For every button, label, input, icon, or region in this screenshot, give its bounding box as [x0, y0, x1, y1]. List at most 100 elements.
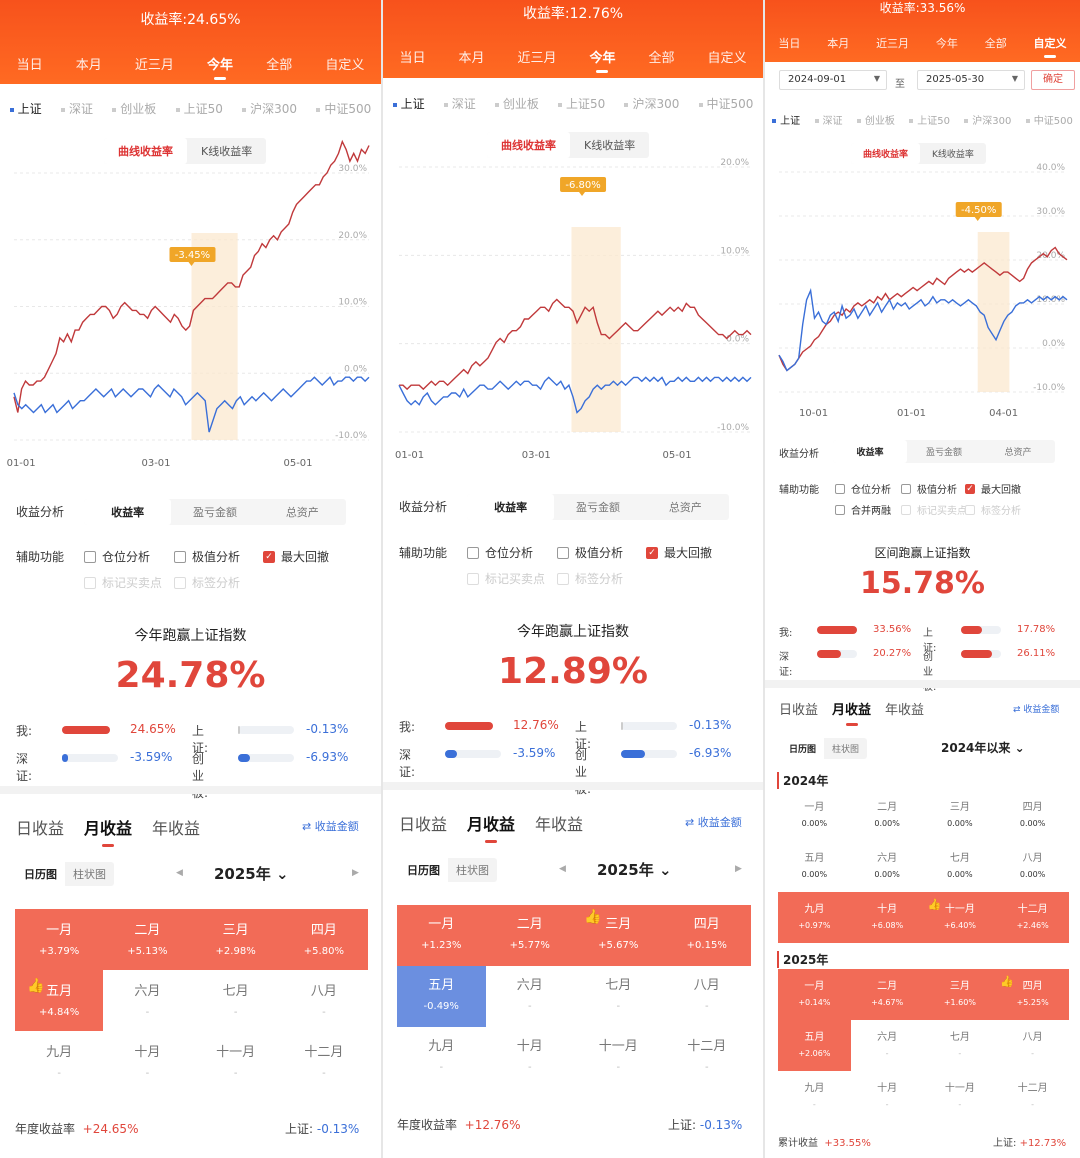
index-sz[interactable]: 深证: [444, 95, 476, 112]
index-sh[interactable]: 上证: [393, 95, 425, 112]
return-chart[interactable]: 40.0% 30.0% 20.0% 10.0% 0.0% -10.0% -4.50% 10-0…: [778, 163, 1068, 420]
month-cell[interactable]: 十一月 +6.40% 👍: [923, 892, 997, 943]
month-cell[interactable]: 八月 -: [996, 1020, 1069, 1071]
month-cell[interactable]: 十月 -: [851, 1071, 924, 1122]
date-from-select[interactable]: 2024-09-01 ▼: [779, 70, 887, 90]
prev-year-icon[interactable]: ◀: [559, 864, 566, 874]
month-cell[interactable]: 十一月 -: [924, 1071, 997, 1122]
month-cell[interactable]: 七月 0.00%: [924, 841, 997, 892]
position-analysis-checkbox[interactable]: 仓位分析: [84, 548, 150, 565]
profit-amount-toggle[interactable]: ⇄ 收益金额: [1013, 705, 1060, 715]
month-cell[interactable]: 七月 -: [574, 966, 663, 1027]
return-chart[interactable]: 20.0% 10.0% 0.0% -10.0% -6.80% 01-01 03-01 05-0…: [395, 158, 752, 462]
tab-year[interactable]: 今年: [207, 54, 233, 80]
month-cell[interactable]: 十月 -: [486, 1027, 575, 1088]
month-cell[interactable]: 九月 +0.97%: [778, 892, 851, 943]
tab-return-rate[interactable]: 收益率: [84, 499, 172, 525]
calendar-view-button[interactable]: 日历图: [16, 862, 65, 886]
bar-view-button[interactable]: 柱状图: [832, 745, 860, 755]
month-cell[interactable]: 五月 0.00%: [778, 841, 851, 892]
tab-all[interactable]: 全部: [984, 37, 1007, 50]
confirm-button[interactable]: 确定: [1031, 70, 1075, 90]
next-year-icon[interactable]: ▶: [352, 868, 359, 878]
month-cell[interactable]: 十一月 -: [192, 1031, 280, 1092]
tab-total-assets[interactable]: 总资产: [1004, 448, 1032, 458]
month-cell[interactable]: 五月 +2.06%: [778, 1020, 851, 1071]
month-cell[interactable]: 二月 +5.77%: [485, 905, 574, 966]
month-cell[interactable]: 十二月 -: [280, 1031, 368, 1092]
kline-mode-button[interactable]: K线收益率: [932, 150, 974, 160]
kline-mode-button[interactable]: K线收益率: [584, 139, 636, 152]
index-hs300[interactable]: 沪深300: [624, 95, 679, 112]
profit-amount-toggle[interactable]: ⇄ 收益金额: [302, 820, 359, 833]
extreme-analysis-checkbox[interactable]: 极值分析: [901, 481, 957, 496]
month-cell[interactable]: 六月 -: [486, 966, 575, 1027]
index-hs300[interactable]: 沪深300: [242, 100, 297, 117]
month-cell[interactable]: 十一月 -: [574, 1027, 663, 1088]
tab-month[interactable]: 本月: [827, 37, 850, 50]
index-zz500[interactable]: 中证500: [1026, 112, 1073, 127]
range-selector[interactable]: 2024年以来 ⌄: [941, 739, 1025, 756]
index-sz50[interactable]: 上证50: [909, 112, 950, 127]
kline-mode-button[interactable]: K线收益率: [201, 145, 253, 158]
month-cell[interactable]: 八月 -: [280, 970, 368, 1031]
tab-yearly-return[interactable]: 年收益: [535, 815, 584, 834]
tab-monthly-return[interactable]: 月收益: [467, 811, 515, 843]
index-sz50[interactable]: 上证50: [558, 95, 605, 112]
bar-view-button[interactable]: 柱状图: [456, 864, 489, 877]
tab-yearly-return[interactable]: 年收益: [152, 819, 201, 838]
month-cell[interactable]: 十月 +6.08%: [850, 892, 924, 943]
tab-pnl[interactable]: 盈亏金额: [575, 501, 620, 514]
month-cell[interactable]: 五月 +4.84% 👍: [15, 970, 104, 1031]
tab-custom[interactable]: 自定义: [1033, 37, 1067, 58]
year-selector[interactable]: 2025年 ⌄: [597, 859, 672, 880]
month-cell[interactable]: 三月 0.00%: [924, 790, 997, 841]
tab-today[interactable]: 当日: [778, 37, 801, 50]
tab-monthly-return[interactable]: 月收益: [832, 699, 871, 726]
tab-all[interactable]: 全部: [266, 58, 293, 73]
month-cell[interactable]: 八月 -: [663, 966, 752, 1027]
index-sz50[interactable]: 上证50: [176, 100, 223, 117]
tab-custom[interactable]: 自定义: [325, 58, 365, 73]
tab-month[interactable]: 本月: [75, 58, 102, 73]
date-to-select[interactable]: 2025-05-30 ▼: [917, 70, 1025, 90]
month-cell[interactable]: 三月 +2.98%: [191, 909, 280, 970]
tab-yearly-return[interactable]: 年收益: [885, 703, 925, 718]
extreme-analysis-checkbox[interactable]: 极值分析: [557, 544, 623, 561]
tab-3months[interactable]: 近三月: [134, 58, 174, 73]
prev-year-icon[interactable]: ◀: [176, 868, 183, 878]
next-year-icon[interactable]: ▶: [735, 864, 742, 874]
month-cell[interactable]: 一月 +3.79%: [15, 909, 104, 970]
tab-pnl[interactable]: 盈亏金额: [925, 448, 962, 458]
index-cyb[interactable]: 创业板: [112, 100, 156, 117]
index-zz500[interactable]: 中证500: [699, 95, 754, 112]
month-cell[interactable]: 一月 +0.14%: [778, 969, 851, 1020]
month-cell[interactable]: 六月 -: [103, 970, 191, 1031]
month-cell[interactable]: 十二月 +2.46%: [996, 892, 1069, 943]
month-cell[interactable]: 九月 -: [15, 1031, 103, 1092]
position-analysis-checkbox[interactable]: 仓位分析: [467, 544, 533, 561]
calendar-view-button[interactable]: 日历图: [781, 738, 825, 759]
index-sz[interactable]: 深证: [815, 112, 843, 127]
month-cell[interactable]: 四月 +5.25% 👍: [996, 969, 1069, 1020]
tab-return-rate[interactable]: 收益率: [833, 440, 907, 463]
tab-daily-return[interactable]: 日收益: [399, 815, 448, 834]
tab-3months[interactable]: 近三月: [517, 51, 557, 66]
tab-month[interactable]: 本月: [458, 51, 485, 66]
tab-daily-return[interactable]: 日收益: [779, 703, 819, 718]
month-cell[interactable]: 一月 0.00%: [778, 790, 851, 841]
month-cell[interactable]: 七月 -: [924, 1020, 997, 1071]
tab-3months[interactable]: 近三月: [876, 37, 910, 50]
index-sh[interactable]: 上证: [772, 112, 800, 127]
month-cell[interactable]: 六月 -: [851, 1020, 924, 1071]
month-cell[interactable]: 九月 -: [397, 1027, 486, 1088]
tab-today[interactable]: 当日: [16, 58, 43, 73]
max-drawdown-checkbox[interactable]: ✓ 最大回撤: [646, 544, 712, 561]
max-drawdown-checkbox[interactable]: ✓ 最大回撤: [263, 548, 329, 565]
year-selector[interactable]: 2025年 ⌄: [214, 863, 289, 884]
index-hs300[interactable]: 沪深300: [964, 112, 1011, 127]
month-cell[interactable]: 四月 +5.80%: [279, 909, 368, 970]
index-sh[interactable]: 上证: [10, 100, 42, 117]
month-cell[interactable]: 三月 +5.67% 👍: [574, 905, 663, 966]
tab-monthly-return[interactable]: 月收益: [84, 815, 132, 847]
